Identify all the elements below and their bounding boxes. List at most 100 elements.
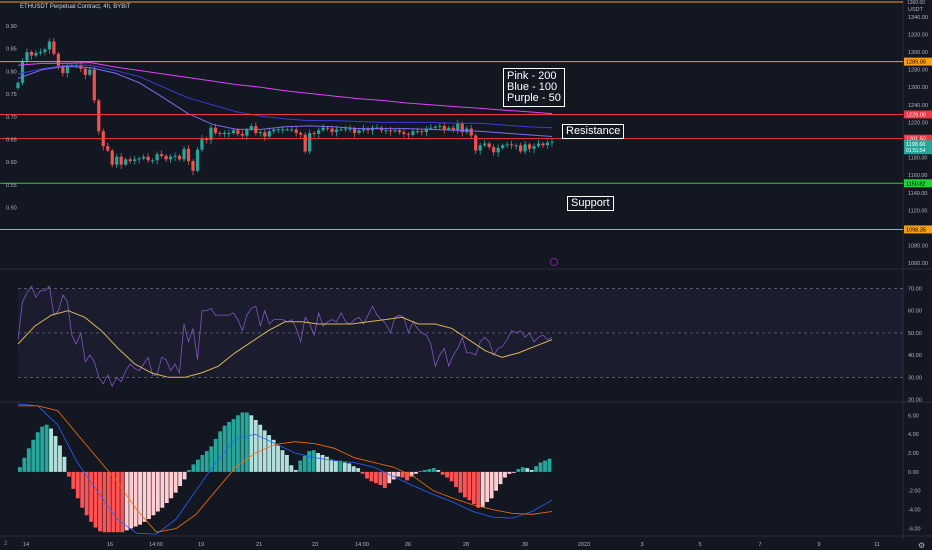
histogram-bar: [62, 456, 67, 472]
histogram-bar: [209, 446, 214, 472]
moving-average-100: [17, 64, 553, 129]
candle-body: [173, 155, 177, 157]
candle-body: [209, 127, 213, 140]
histogram-bar: [31, 439, 36, 472]
histogram-bar: [249, 415, 254, 472]
histogram-bar: [271, 439, 276, 472]
histogram-bar: [218, 431, 223, 472]
candle-body: [137, 158, 141, 160]
rsi-pane[interactable]: [17, 285, 903, 388]
left-axis-tick: 0.70: [6, 115, 17, 121]
candle-body: [317, 130, 321, 134]
histogram-bar: [414, 471, 418, 474]
left-axis-tick: 0.50: [6, 206, 17, 212]
histogram-bar: [307, 451, 312, 472]
histogram-bar: [244, 412, 249, 472]
x-axis-tick: 14: [23, 542, 29, 548]
candle-body: [532, 146, 536, 149]
candle-body: [218, 132, 222, 134]
candle-body: [191, 161, 195, 171]
x-axis-tick: 14:00: [355, 542, 369, 548]
top-axis-marker: 1360.00: [907, 0, 925, 6]
histogram-bar: [26, 448, 31, 472]
histogram-bar: [520, 467, 525, 472]
candle-body: [343, 128, 348, 130]
rsi-axis-tick: 60.00: [908, 309, 922, 315]
candle-body: [38, 52, 43, 53]
histogram-bar: [489, 471, 494, 499]
rsi-band-fill: [18, 288, 903, 378]
histogram-bar: [507, 471, 512, 474]
histogram-bar: [511, 471, 516, 473]
histogram-bar: [476, 471, 481, 508]
candle-body: [321, 127, 325, 131]
candle-body: [263, 132, 267, 137]
histogram-bar: [129, 471, 134, 529]
last-price-text: 1198.60: [906, 142, 925, 148]
macd-axis-tick: 4.00: [908, 432, 919, 438]
currency-label: USDT: [908, 7, 924, 13]
histogram-bar: [374, 471, 378, 484]
histogram-bar: [124, 471, 129, 531]
candle-body: [388, 130, 393, 132]
histogram-bar: [89, 471, 94, 522]
histogram-bar: [98, 471, 102, 532]
level-tag: [904, 225, 932, 234]
candle-body: [361, 128, 366, 131]
histogram-bar: [534, 466, 539, 472]
macd-axis-tick: -2.00: [908, 489, 921, 495]
candle-body: [339, 129, 343, 131]
macd-axis-tick: 0.00: [908, 470, 919, 476]
x-axis-tick: 19: [198, 542, 204, 548]
level-tag: [904, 179, 932, 188]
level-tag-text: 1289.05: [906, 60, 926, 66]
histogram-bar: [267, 435, 272, 472]
histogram-bar: [382, 471, 387, 488]
event-icon: [550, 258, 558, 266]
candle-body: [195, 149, 200, 171]
histogram-bar: [503, 471, 507, 478]
histogram-bar: [133, 471, 138, 527]
macd-pane[interactable]: [17, 403, 553, 535]
ma-legend-line-100: Blue - 100: [507, 81, 558, 93]
level-tag-text: 1201.50: [906, 137, 926, 143]
candle-body: [222, 132, 227, 134]
candle-body: [29, 52, 34, 56]
histogram-bar: [325, 456, 329, 472]
candle-body: [424, 128, 428, 133]
level-tag: [904, 134, 932, 143]
histogram-bar: [276, 445, 280, 472]
level-tag-text: 1098.35: [906, 227, 926, 233]
price-axis-tick: 1120.00: [908, 208, 927, 214]
candle-body: [52, 41, 56, 54]
histogram-bar: [169, 471, 174, 499]
candle-body: [43, 49, 47, 52]
price-pane[interactable]: [0, 1, 903, 266]
x-axis-tick: 7: [758, 542, 761, 548]
histogram-bar: [422, 470, 427, 472]
left-axis-tick: 0.80: [6, 69, 17, 75]
histogram-bar: [396, 471, 401, 477]
candle-body: [168, 156, 173, 160]
price-axis-tick: 1280.00: [908, 68, 928, 74]
candle-body: [128, 159, 132, 162]
x-axis-tick: 2023: [578, 542, 590, 548]
x-axis-tick: 11: [874, 542, 880, 548]
histogram-bar: [316, 453, 320, 472]
histogram-bar: [538, 462, 543, 472]
candle-body: [469, 128, 473, 136]
candle-body: [335, 129, 339, 133]
histogram-bar: [236, 415, 240, 472]
rsi-axis-tick: 70.00: [908, 286, 922, 292]
candle-body: [357, 130, 361, 133]
candle-body: [34, 52, 38, 56]
histogram-bar: [173, 471, 178, 493]
settings-icon[interactable]: ⚙: [918, 541, 926, 550]
price-axis-tick: 1140.00: [908, 191, 927, 197]
candle-body: [182, 148, 186, 160]
rsi-axis-tick: 40.00: [908, 353, 922, 359]
candle-body: [326, 127, 330, 129]
histogram-bar: [480, 471, 485, 507]
candle-body: [200, 138, 204, 150]
